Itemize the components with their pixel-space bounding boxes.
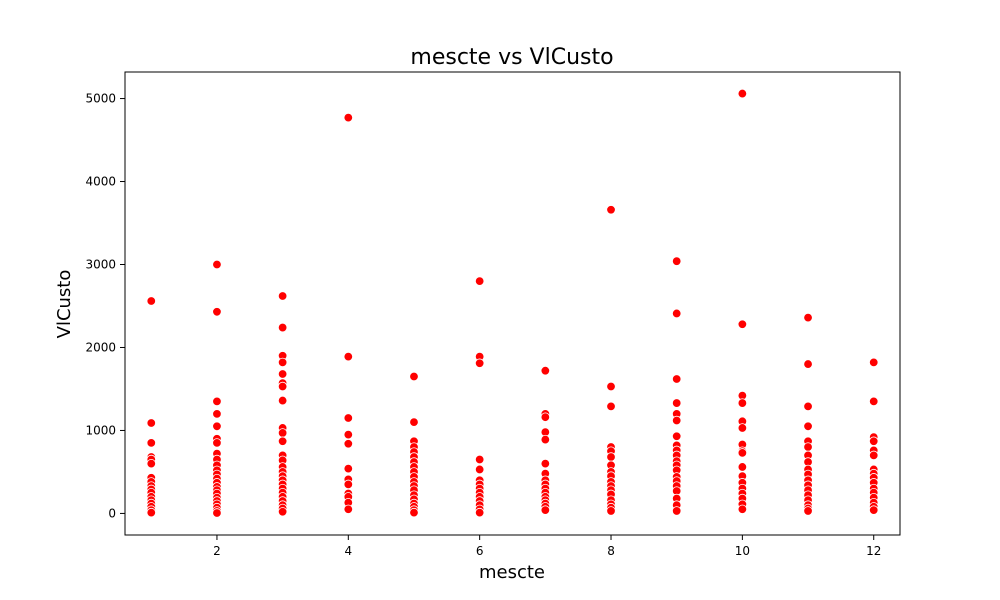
data-point (671, 415, 682, 426)
data-point (277, 322, 288, 333)
y-tick-label: 2000 (85, 340, 116, 354)
data-point (540, 412, 551, 422)
data-point (606, 506, 616, 516)
data-point (737, 462, 748, 472)
data-point (146, 458, 156, 469)
data-point (606, 205, 616, 215)
data-point (671, 308, 682, 319)
data-point (343, 479, 354, 490)
data-point (803, 359, 813, 369)
data-point (869, 436, 879, 446)
data-point (212, 259, 222, 270)
data-point (212, 409, 222, 419)
data-point (803, 312, 813, 323)
data-point (409, 371, 419, 382)
data-point (409, 417, 419, 427)
y-tick-label: 4000 (85, 175, 116, 189)
data-point (737, 423, 748, 433)
x-tick-label: 2 (213, 544, 221, 558)
x-tick-label: 12 (866, 544, 881, 558)
data-point (671, 506, 682, 516)
data-point (146, 418, 156, 428)
data-point (869, 396, 879, 407)
data-point (540, 458, 551, 469)
data-point (277, 291, 288, 301)
y-axis-ticks: 0 1000 2000 3000 4000 5000 (85, 92, 125, 520)
data-point (671, 256, 682, 266)
data-point (606, 381, 616, 392)
data-point (146, 507, 156, 518)
data-point (343, 413, 354, 423)
data-point (671, 431, 682, 441)
data-point (146, 296, 156, 306)
chart-title: mescte vs VlCusto (410, 45, 613, 70)
data-point (606, 401, 616, 412)
data-point (277, 357, 288, 368)
data-point (212, 438, 222, 448)
x-tick-label: 4 (344, 544, 352, 558)
data-point (737, 398, 748, 408)
data-point (737, 448, 748, 458)
data-point (277, 436, 288, 446)
data-point (343, 429, 354, 440)
data-point (212, 508, 222, 518)
x-tick-label: 8 (607, 544, 615, 558)
data-point (343, 463, 354, 474)
x-axis-label: mescte (479, 562, 545, 583)
data-point (277, 381, 288, 392)
y-tick-label: 1000 (85, 423, 116, 437)
plot-frame (124, 71, 901, 536)
y-tick-label: 3000 (85, 258, 116, 272)
data-point (606, 452, 616, 462)
data-point (671, 374, 682, 384)
data-point (869, 357, 879, 368)
data-point (474, 454, 485, 465)
data-point (343, 439, 354, 449)
data-point (409, 507, 419, 518)
data-point (343, 504, 354, 514)
y-tick-label: 5000 (85, 92, 116, 106)
data-point (343, 112, 354, 123)
data-point (869, 450, 879, 461)
data-point (803, 421, 813, 432)
data-point (474, 507, 485, 518)
data-point (671, 398, 682, 408)
data-point (540, 366, 551, 376)
data-point (540, 505, 551, 515)
data-point (343, 351, 354, 362)
data-point (212, 307, 222, 317)
data-point (540, 434, 551, 445)
data-point (212, 396, 222, 407)
x-axis-ticks: 2 4 6 8 10 12 (213, 535, 881, 558)
data-point (146, 438, 156, 448)
data-point (737, 319, 748, 329)
data-point (737, 504, 748, 514)
data-point (277, 428, 288, 438)
data-point (474, 358, 485, 368)
x-tick-label: 10 (735, 544, 750, 558)
data-point (803, 442, 813, 452)
data-point (803, 506, 813, 516)
data-point (277, 369, 288, 379)
points-layer (146, 88, 879, 518)
data-point (474, 464, 485, 475)
x-tick-label: 6 (476, 544, 484, 558)
data-point (474, 276, 485, 286)
data-point (803, 401, 813, 412)
data-point (277, 395, 288, 406)
data-point (277, 507, 288, 517)
data-point (869, 505, 879, 515)
data-point (212, 421, 222, 432)
y-axis-label: VlCusto (54, 270, 75, 339)
y-tick-label: 0 (108, 506, 116, 520)
data-point (737, 88, 748, 99)
